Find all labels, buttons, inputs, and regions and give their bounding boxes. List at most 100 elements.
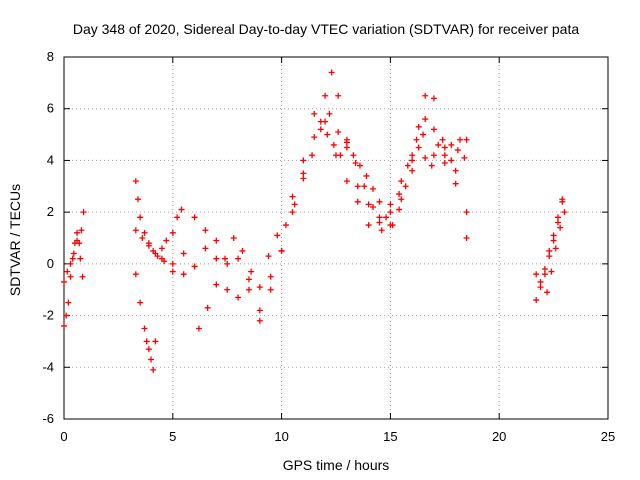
- data-point: [533, 297, 540, 304]
- series-s1: [61, 209, 87, 329]
- x-axis-label: GPS time / hours: [283, 457, 390, 473]
- data-point: [195, 325, 202, 332]
- data-point: [137, 214, 144, 221]
- data-point: [65, 299, 72, 306]
- series-s8: [317, 118, 468, 229]
- data-point: [132, 178, 139, 185]
- data-point: [422, 116, 429, 123]
- data-point: [141, 325, 148, 332]
- data-point: [265, 253, 272, 260]
- data-point: [169, 268, 176, 275]
- data-point: [282, 222, 289, 229]
- data-point: [343, 178, 350, 185]
- data-point: [74, 237, 81, 244]
- data-point: [441, 160, 448, 167]
- data-point: [256, 317, 263, 324]
- data-point: [422, 154, 429, 161]
- data-point: [554, 214, 561, 221]
- data-point: [300, 170, 307, 177]
- data-point: [441, 152, 448, 159]
- y-axis-label: SDTVAR / TECUs: [7, 184, 23, 296]
- data-point: [79, 273, 86, 280]
- data-point: [152, 338, 159, 345]
- data-point: [435, 141, 442, 148]
- data-point: [378, 227, 385, 234]
- data-point: [213, 281, 220, 288]
- data-point: [132, 271, 139, 278]
- data-point: [389, 222, 396, 229]
- data-point: [311, 134, 318, 141]
- data-point: [546, 253, 553, 260]
- data-point: [361, 183, 368, 190]
- data-point: [439, 136, 446, 143]
- data-point: [274, 232, 281, 239]
- data-point: [557, 224, 564, 231]
- data-point: [354, 198, 361, 205]
- data-point: [404, 162, 411, 169]
- series-s3: [132, 178, 185, 260]
- data-point: [235, 255, 242, 262]
- data-point: [163, 237, 170, 244]
- data-point: [448, 157, 455, 164]
- data-point: [141, 229, 148, 236]
- data-point: [239, 247, 246, 254]
- data-point: [537, 284, 544, 291]
- data-point: [420, 131, 427, 138]
- data-point: [61, 278, 67, 285]
- data-point: [224, 260, 231, 267]
- data-point: [396, 206, 403, 213]
- data-point: [552, 245, 559, 252]
- data-point: [74, 229, 81, 236]
- data-point: [354, 183, 361, 190]
- x-tick-label: 15: [383, 429, 397, 444]
- data-point: [369, 185, 376, 192]
- data-point: [256, 307, 263, 314]
- data-point: [150, 366, 157, 373]
- data-point: [387, 209, 394, 216]
- data-point: [461, 154, 468, 161]
- data-point: [204, 304, 211, 311]
- y-tick-label: -4: [42, 359, 54, 374]
- data-point: [191, 214, 198, 221]
- data-point: [67, 273, 74, 280]
- data-point: [311, 110, 318, 117]
- data-point: [230, 235, 237, 241]
- data-point: [398, 196, 405, 203]
- data-point: [202, 245, 209, 252]
- data-point: [541, 266, 548, 273]
- data-point: [145, 346, 152, 353]
- data-point: [278, 247, 285, 254]
- data-point: [350, 152, 357, 159]
- data-point: [376, 214, 383, 221]
- data-point: [561, 209, 568, 216]
- data-point: [448, 141, 455, 148]
- data-point: [317, 126, 324, 133]
- data-point: [413, 136, 420, 143]
- data-point: [191, 263, 198, 270]
- data-point: [158, 245, 165, 252]
- data-point: [428, 162, 435, 169]
- data-point: [365, 222, 372, 229]
- data-point: [330, 141, 337, 148]
- data-point: [300, 175, 307, 182]
- y-tick-label: 8: [47, 49, 54, 64]
- data-point: [289, 209, 296, 216]
- series-s11: [544, 209, 568, 296]
- data-point: [356, 162, 363, 169]
- data-point: [430, 126, 437, 133]
- data-point: [409, 157, 416, 164]
- y-tick-label: 6: [47, 101, 54, 116]
- data-point: [224, 286, 231, 293]
- data-point: [376, 198, 383, 205]
- data-point: [533, 271, 540, 278]
- data-point: [61, 322, 67, 329]
- data-point: [178, 206, 185, 213]
- data-point: [317, 118, 324, 125]
- data-point: [145, 242, 152, 249]
- y-tick-label: 2: [47, 204, 54, 219]
- data-point: [343, 144, 350, 151]
- data-point: [267, 273, 274, 280]
- data-point: [457, 136, 464, 143]
- series-s9: [533, 198, 566, 304]
- data-point: [454, 147, 461, 154]
